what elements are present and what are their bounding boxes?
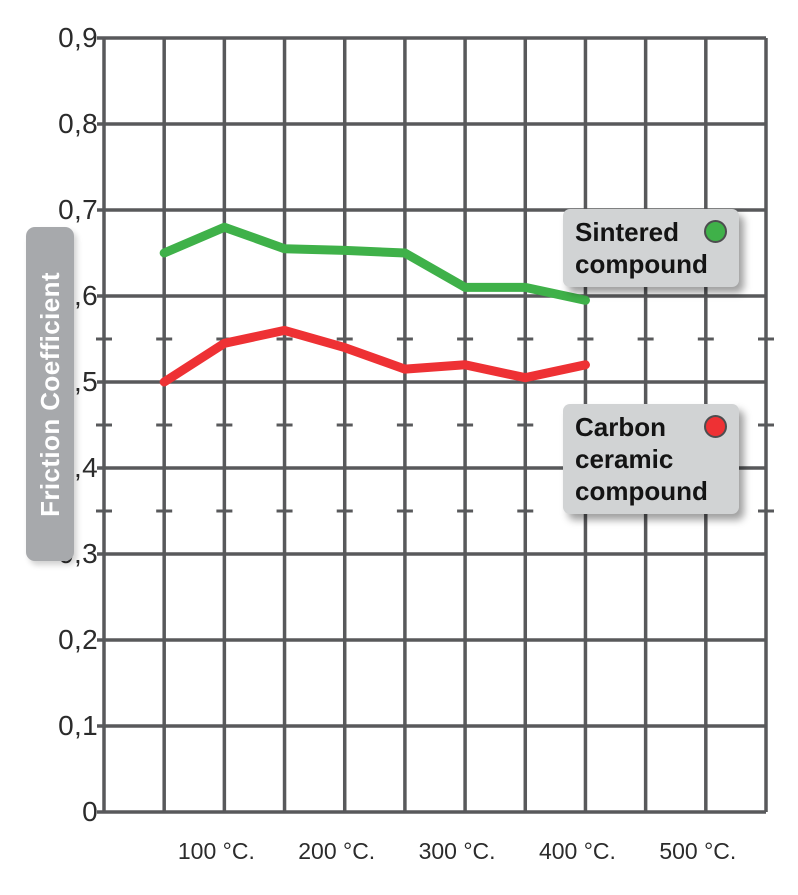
legend-row: compound — [575, 248, 727, 280]
x-tick-label: 500 °C. — [659, 838, 737, 864]
x-tick-label: 200 °C. — [298, 838, 376, 864]
x-tick-label: 100 °C. — [177, 838, 255, 864]
y-axis-title-box: Friction Coefficient — [26, 227, 74, 561]
legend-sintered-compound: Sintered compound — [563, 209, 739, 287]
legend-carbon-label-line2: ceramic — [575, 444, 674, 474]
series-line-1 — [159, 325, 590, 387]
y-tick-label: 0,9 — [58, 22, 98, 53]
y-tick-label: 0,8 — [58, 108, 98, 139]
sintered-compound-marker-icon — [704, 220, 727, 243]
legend-carbon-label-line1: Carbon — [575, 412, 666, 442]
y-axis-title: Friction Coefficient — [34, 271, 65, 517]
legend-row: Sintered — [575, 216, 727, 248]
legend-row: compound — [575, 475, 727, 507]
y-tick-label: 0,1 — [58, 710, 98, 741]
legend-row: ceramic — [575, 443, 727, 475]
series-line-0 — [159, 222, 590, 305]
y-tick-label: 0,7 — [58, 194, 98, 225]
x-tick-label: 400 °C. — [538, 838, 616, 864]
y-tick-label: 0,2 — [58, 624, 98, 655]
legend-sintered-label-line1: Sintered — [575, 217, 680, 247]
y-tick-label: 0 — [82, 796, 98, 827]
legend-carbon-label-line3: compound — [575, 476, 708, 506]
x-tick-label: 300 °C. — [418, 838, 496, 864]
legend-row: Carbon — [575, 411, 727, 443]
legend-carbon-ceramic-compound: Carbon ceramic compound — [563, 404, 739, 514]
carbon-ceramic-marker-icon — [704, 415, 727, 438]
legend-sintered-label-line2: compound — [575, 249, 708, 279]
